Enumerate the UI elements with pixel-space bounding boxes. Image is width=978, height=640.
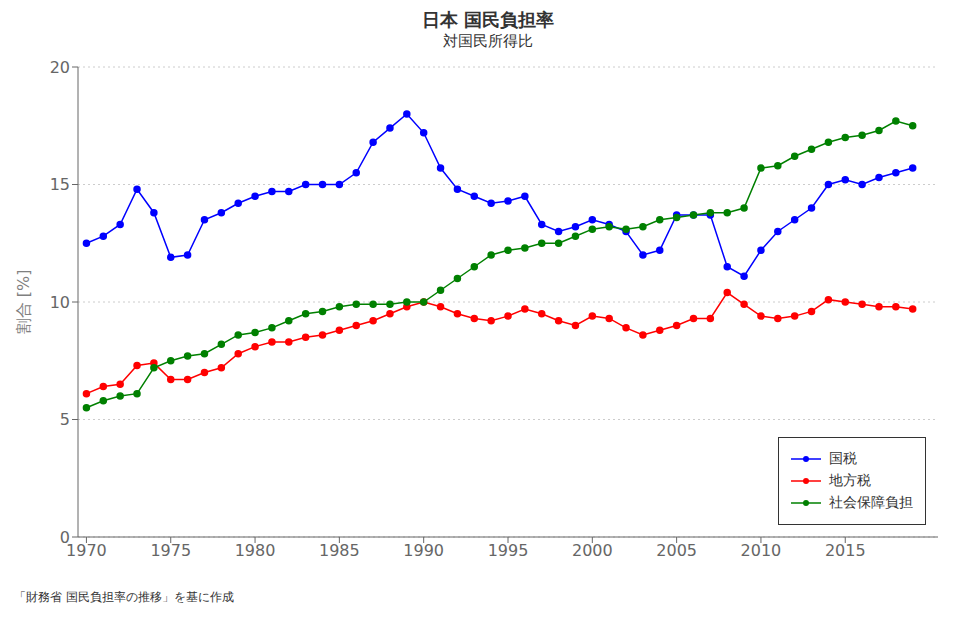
svg-text:2010: 2010 [741, 541, 782, 560]
svg-text:1980: 1980 [235, 541, 276, 560]
svg-text:20: 20 [50, 58, 70, 77]
svg-text:1975: 1975 [150, 541, 191, 560]
html-text:日本 国民負担率: 日本 国民負担率 [421, 9, 555, 30]
html-text:社会保障負担: 社会保障負担 [829, 494, 913, 510]
svg-text:10: 10 [50, 293, 70, 312]
svg-text:2005: 2005 [656, 541, 697, 560]
html-text:地方税: 地方税 [829, 472, 871, 488]
html-text:対国民所得比: 対国民所得比 [443, 32, 533, 50]
svg-text:1990: 1990 [403, 541, 444, 560]
svg-text:0: 0 [60, 528, 70, 547]
svg-text:1985: 1985 [319, 541, 360, 560]
svg-text:15: 15 [50, 175, 70, 194]
html-text:国税: 国税 [829, 450, 857, 466]
svg-text:割合 [%]: 割合 [%] [14, 270, 33, 335]
svg-text:2000: 2000 [572, 541, 613, 560]
svg-text:2015: 2015 [825, 541, 866, 560]
svg-text:1995: 1995 [488, 541, 529, 560]
html-text:「財務省 国民負担率の推移」を基に作成: 「財務省 国民負担率の推移」を基に作成 [14, 590, 234, 604]
svg-text:1970: 1970 [66, 541, 107, 560]
svg-text:5: 5 [60, 410, 70, 429]
